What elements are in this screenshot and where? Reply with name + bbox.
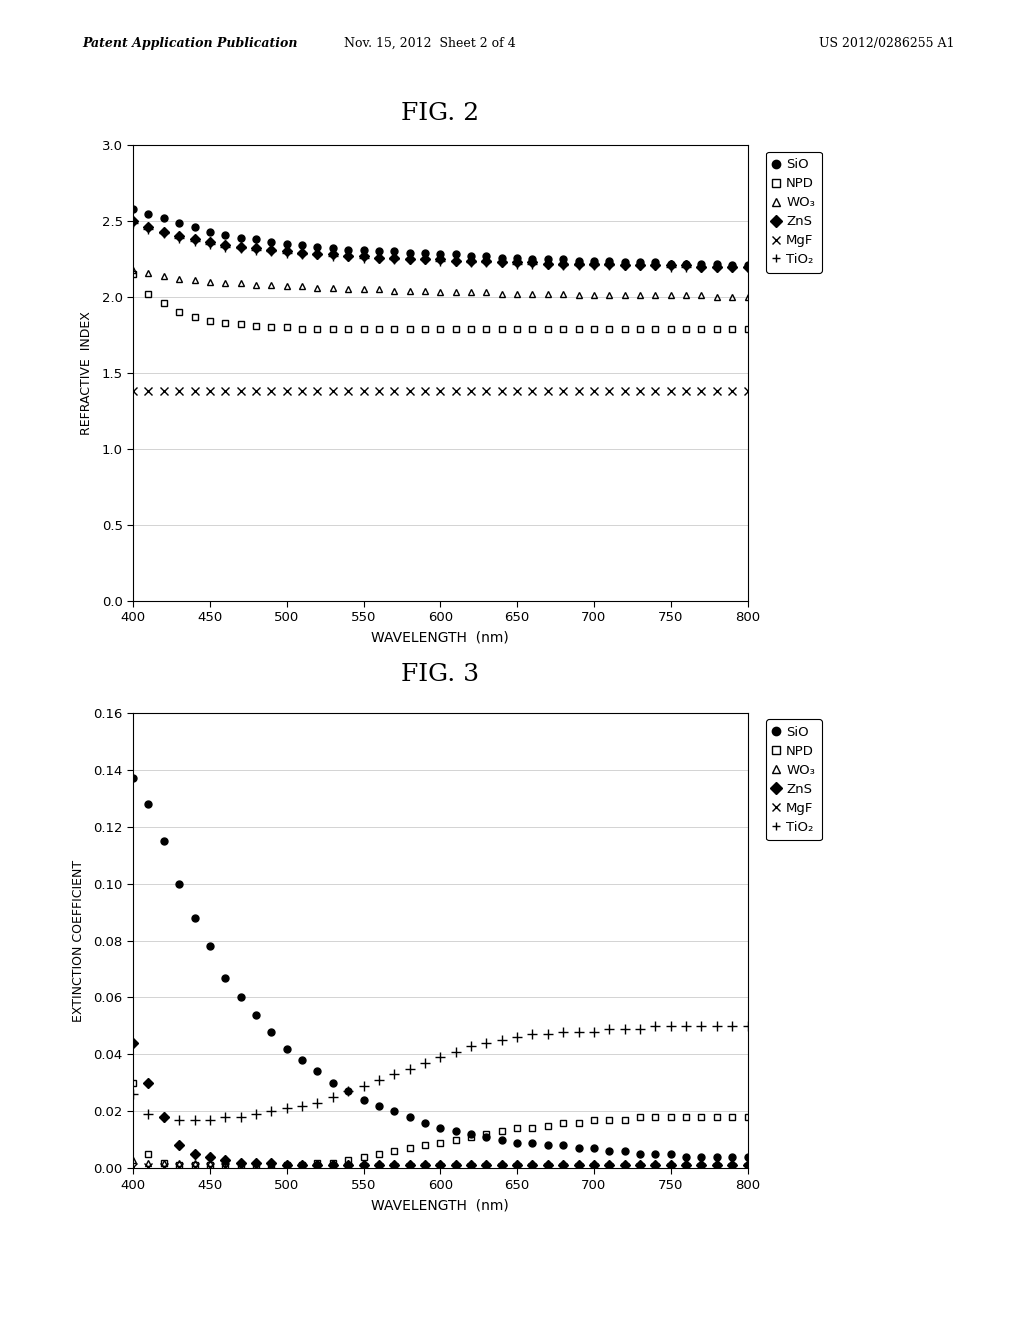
- Legend: SiO, NPD, WO₃, ZnS, MgF, TiO₂: SiO, NPD, WO₃, ZnS, MgF, TiO₂: [766, 719, 821, 841]
- X-axis label: WAVELENGTH  (nm): WAVELENGTH (nm): [372, 631, 509, 645]
- Y-axis label: EXTINCTION COEFFICIENT: EXTINCTION COEFFICIENT: [72, 859, 85, 1022]
- Legend: SiO, NPD, WO₃, ZnS, MgF, TiO₂: SiO, NPD, WO₃, ZnS, MgF, TiO₂: [766, 152, 821, 273]
- Text: US 2012/0286255 A1: US 2012/0286255 A1: [819, 37, 954, 50]
- Text: Nov. 15, 2012  Sheet 2 of 4: Nov. 15, 2012 Sheet 2 of 4: [344, 37, 516, 50]
- Text: FIG. 2: FIG. 2: [401, 103, 479, 125]
- Text: FIG. 3: FIG. 3: [401, 664, 479, 686]
- X-axis label: WAVELENGTH  (nm): WAVELENGTH (nm): [372, 1199, 509, 1213]
- Text: Patent Application Publication: Patent Application Publication: [82, 37, 297, 50]
- Y-axis label: REFRACTIVE  INDEX: REFRACTIVE INDEX: [80, 312, 93, 434]
